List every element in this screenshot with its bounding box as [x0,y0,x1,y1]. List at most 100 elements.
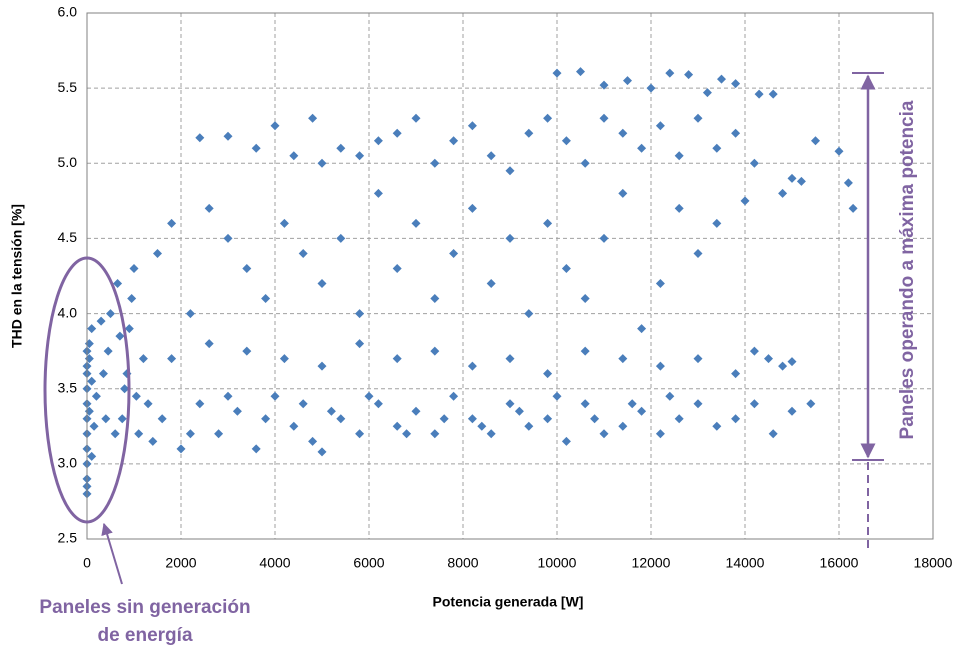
annotation: Paneles operando a máxima potencia [897,100,918,439]
data-point [731,369,741,379]
data-point [153,248,162,258]
data-point [618,188,628,198]
data-point [646,83,656,93]
data-point [124,324,134,334]
data-point [113,279,123,289]
y-tick-label: 6.0 [58,4,78,20]
data-point [392,354,402,364]
data-point [693,399,703,409]
x-tick-label: 16000 [820,555,859,571]
data-point [768,429,778,439]
y-tick-label: 4.0 [58,304,78,320]
data-point [843,178,853,188]
cluster-ellipse [43,256,131,524]
data-point [684,70,694,80]
data-point [279,218,289,228]
data-point [223,233,233,243]
data-point [740,196,750,206]
data-point [336,414,346,424]
data-point [392,263,402,273]
data-point [430,294,440,304]
data-point [251,143,261,153]
x-tick-label: 8000 [447,555,478,571]
data-point [87,376,97,386]
data-point [411,113,421,123]
data-point [251,444,261,454]
data-point [242,263,252,273]
data-point [195,133,205,143]
y-tick-label: 5.0 [58,154,78,170]
data-point [242,346,252,356]
data-point [749,346,759,356]
data-point [411,218,421,228]
data-point [223,131,233,141]
data-point [637,324,647,334]
data-point [514,406,524,416]
data-point [298,399,308,409]
cluster-arrow [101,522,123,585]
data-point [731,79,741,89]
data-point [185,429,195,439]
data-point [524,128,534,138]
data-point [637,143,647,153]
data-point [524,421,534,431]
data-point [717,74,726,84]
data-point [96,316,106,326]
data-point [261,414,271,424]
data-point [731,128,741,138]
data-point [279,354,289,364]
data-point [702,88,712,98]
data-point [129,263,139,273]
annotation: Paneles sin generación [39,597,250,618]
data-point [486,429,496,439]
data-point [214,429,224,439]
data-point [317,158,327,168]
data-point [131,391,141,401]
data-point [655,279,665,289]
data-point [467,361,477,371]
data-point [486,279,496,289]
data-point [430,346,440,356]
data-point [120,384,130,394]
y-tick-label: 2.5 [58,530,78,546]
data-point [655,121,665,131]
data-point [623,76,632,86]
data-point [134,429,144,439]
data-point [392,421,402,431]
data-point [637,406,647,416]
data-point [599,233,609,243]
data-point [674,414,684,424]
data-point [486,151,496,161]
data-point [117,414,127,424]
data-point [806,399,816,409]
data-point [580,346,590,356]
data-point [787,173,797,183]
data-point [778,361,788,371]
data-point [439,414,449,424]
data-point [477,421,487,431]
data-point [204,203,214,213]
data-point [101,414,111,424]
data-point [467,414,477,424]
data-point [373,399,383,409]
data-point [768,89,778,99]
data-point [364,391,374,401]
y-tick-label: 4.5 [58,229,78,245]
data-point [232,406,242,416]
data-point [270,121,280,131]
data-point [618,128,628,138]
x-axis-title: Potencia generada [W] [433,594,584,610]
data-point [411,406,421,416]
data-point [317,279,327,289]
data-point [618,421,628,431]
data-point [449,391,459,401]
data-point [336,233,346,243]
data-point [712,143,722,153]
data-point [195,399,205,409]
x-tick-label: 10000 [538,555,577,571]
data-point [787,406,797,416]
y-tick-label: 3.5 [58,379,78,395]
data-point [317,447,327,457]
data-point [580,158,590,168]
data-point [665,391,675,401]
